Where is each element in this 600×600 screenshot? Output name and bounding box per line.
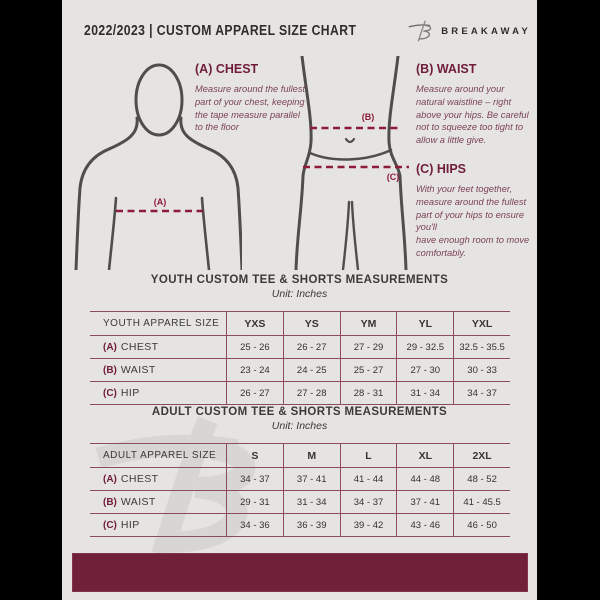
row-label: (B) WAIST xyxy=(103,496,156,508)
column-header-yxl: YXL xyxy=(453,312,510,335)
chart-content-area: 2022/2023 | CUSTOM APPAREL SIZE CHART BR… xyxy=(62,0,537,600)
youth-table-unit: Unit: Inches xyxy=(271,288,328,300)
value-cell: 23 - 24 xyxy=(226,359,283,381)
row-key: (B) xyxy=(103,496,117,508)
row-key: (C) xyxy=(103,387,117,399)
value-cell: 41 - 45.5 xyxy=(453,491,510,513)
adult-size-table: ADULT APPAREL SIZE S M L XL 2XL (A) CHES… xyxy=(90,443,510,537)
column-header-yxs: YXS xyxy=(226,312,283,335)
row-label: (C) HIP xyxy=(103,519,140,531)
breakaway-logo-icon xyxy=(408,20,432,42)
chest-marker-label: (A) xyxy=(154,197,167,207)
brand-lockup: BREAKAWAY xyxy=(408,20,531,42)
value-cell: 27 - 29 xyxy=(339,336,397,358)
row-label: (A) CHEST xyxy=(103,473,159,485)
row-label: (A) CHEST xyxy=(103,341,159,353)
header: 2022/2023 | CUSTOM APPAREL SIZE CHART BR… xyxy=(84,20,528,42)
column-header-2xl: 2XL xyxy=(453,444,510,467)
chest-instructions: (A) CHEST Measure around the fullest par… xyxy=(195,62,309,134)
youth-size-table: YOUTH APPAREL SIZE YXS YS YM YL YXL (A) … xyxy=(90,311,510,405)
row-key: (A) xyxy=(103,473,117,485)
value-cell: 36 - 39 xyxy=(282,514,340,536)
waist-body-text: Measure around your natural waistline – … xyxy=(416,84,529,146)
waist-heading: (B) WAIST xyxy=(416,62,477,76)
hips-body-text: With your feet together, measure around … xyxy=(416,184,530,259)
adult-hip-row: (C) HIP 34 - 36 36 - 39 39 - 42 43 - 46 … xyxy=(90,513,510,536)
hips-heading: (C) HIPS xyxy=(416,162,466,176)
value-cell: 27 - 28 xyxy=(282,382,340,404)
youth-chest-row: (A) CHEST 25 - 26 26 - 27 27 - 29 29 - 3… xyxy=(90,335,510,358)
hips-instructions: (C) HIPS With your feet together, measur… xyxy=(416,162,538,260)
youth-table-title: YOUTH CUSTOM TEE & SHORTS MEASUREMENTS xyxy=(150,274,449,286)
row-key: (C) xyxy=(103,519,117,531)
row-key: (A) xyxy=(103,341,117,353)
value-cell: 27 - 30 xyxy=(396,359,453,381)
adult-table-unit: Unit: Inches xyxy=(271,420,328,432)
value-cell: 44 - 48 xyxy=(396,468,453,490)
value-cell: 24 - 25 xyxy=(282,359,340,381)
row-label: (C) HIP xyxy=(103,387,140,399)
column-header-ys: YS xyxy=(282,312,340,335)
row-key: (B) xyxy=(103,364,117,376)
value-cell: 25 - 27 xyxy=(339,359,397,381)
value-cell: 37 - 41 xyxy=(396,491,453,513)
value-cell: 39 - 42 xyxy=(339,514,397,536)
waist-marker-label: (B) xyxy=(362,112,375,122)
value-cell: 34 - 37 xyxy=(339,491,397,513)
youth-waist-row: (B) WAIST 23 - 24 24 - 25 25 - 27 27 - 3… xyxy=(90,358,510,381)
value-cell: 37 - 41 xyxy=(282,468,340,490)
value-cell: 41 - 44 xyxy=(339,468,397,490)
waist-instructions: (B) WAIST Measure around your natural wa… xyxy=(416,62,532,147)
adult-table-header-row: ADULT APPAREL SIZE S M L XL 2XL xyxy=(90,444,510,467)
column-header-s: S xyxy=(226,444,283,467)
value-cell: 31 - 34 xyxy=(396,382,453,404)
row-label: (B) WAIST xyxy=(103,364,156,376)
page-title: 2022/2023 | CUSTOM APPAREL SIZE CHART xyxy=(84,23,357,39)
value-cell: 32.5 - 35.5 xyxy=(453,336,510,358)
value-cell: 34 - 37 xyxy=(453,382,510,404)
torso-diagram: (A) xyxy=(74,63,242,270)
value-cell: 25 - 26 xyxy=(226,336,283,358)
column-header-m: M xyxy=(282,444,340,467)
adult-section-header: ADULT CUSTOM TEE & SHORTS MEASUREMENTS U… xyxy=(62,406,537,432)
column-header-yl: YL xyxy=(396,312,453,335)
hips-marker-label: (C) xyxy=(387,172,400,182)
column-header-l: L xyxy=(339,444,397,467)
adult-chest-row: (A) CHEST 34 - 37 37 - 41 41 - 44 44 - 4… xyxy=(90,467,510,490)
youth-size-column-header: YOUTH APPAREL SIZE xyxy=(103,318,220,329)
value-cell: 34 - 36 xyxy=(226,514,283,536)
youth-table-header-row: YOUTH APPAREL SIZE YXS YS YM YL YXL xyxy=(90,312,510,335)
adult-waist-row: (B) WAIST 29 - 31 31 - 34 34 - 37 37 - 4… xyxy=(90,490,510,513)
value-cell: 26 - 27 xyxy=(226,382,283,404)
chest-heading: (A) CHEST xyxy=(195,62,259,76)
youth-hip-row: (C) HIP 26 - 27 27 - 28 28 - 31 31 - 34 … xyxy=(90,381,510,404)
value-cell: 31 - 34 xyxy=(282,491,340,513)
column-header-xl: XL xyxy=(396,444,453,467)
value-cell: 48 - 52 xyxy=(453,468,510,490)
brand-name: BREAKAWAY xyxy=(441,25,531,37)
footer-accent-bar xyxy=(72,553,528,592)
adult-size-column-header: ADULT APPAREL SIZE xyxy=(103,450,217,461)
value-cell: 30 - 33 xyxy=(453,359,510,381)
value-cell: 29 - 32.5 xyxy=(396,336,453,358)
column-header-ym: YM xyxy=(339,312,397,335)
value-cell: 46 - 50 xyxy=(453,514,510,536)
adult-table-title: ADULT CUSTOM TEE & SHORTS MEASUREMENTS xyxy=(151,406,448,418)
value-cell: 43 - 46 xyxy=(396,514,453,536)
value-cell: 28 - 31 xyxy=(339,382,397,404)
value-cell: 26 - 27 xyxy=(282,336,340,358)
youth-section-header: YOUTH CUSTOM TEE & SHORTS MEASUREMENTS U… xyxy=(62,274,537,300)
lower-body-diagram: (B) (C) xyxy=(294,56,409,270)
watermark-logo-icon xyxy=(95,416,256,559)
value-cell: 29 - 31 xyxy=(226,491,283,513)
chest-body-text: Measure around the fullest part of your … xyxy=(195,84,306,133)
value-cell: 34 - 37 xyxy=(226,468,283,490)
